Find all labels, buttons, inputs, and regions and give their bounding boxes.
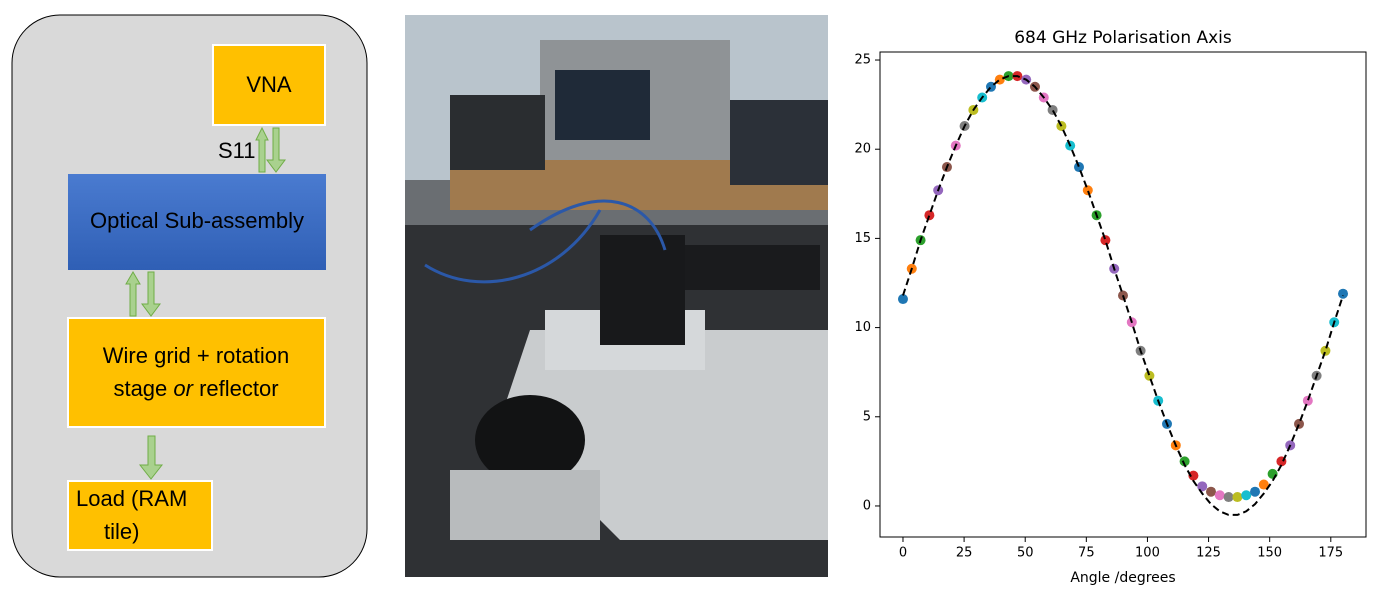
x-tick-label: 75: [1078, 546, 1095, 561]
arrow-up: [255, 126, 269, 173]
chart: 684 GHz Polarisation Axis Angle /degrees…: [854, 28, 1367, 586]
node-label: Wire grid + rotation: [103, 343, 289, 368]
y-tick-label: 5: [863, 409, 871, 424]
base: [450, 470, 600, 540]
point: [1082, 185, 1093, 196]
keyboard: [685, 245, 820, 290]
node-box: [67, 480, 213, 551]
arrow-down: [138, 435, 164, 480]
point: [1223, 492, 1234, 503]
y-tick-label: 0: [863, 498, 871, 513]
y-tick-label: 25: [854, 53, 871, 68]
arrow-up: [125, 271, 141, 317]
point: [924, 210, 935, 221]
node-box: [212, 44, 326, 126]
node-label: Load (RAM: [76, 486, 187, 511]
point: [1338, 288, 1349, 299]
point: [1294, 418, 1305, 429]
point: [1179, 456, 1190, 467]
point: [1267, 468, 1278, 479]
x-tick-label: 125: [1196, 546, 1221, 561]
node-label: tile): [104, 519, 139, 544]
plot-frame: [879, 51, 1367, 538]
y-tick-label: 10: [854, 320, 871, 335]
label-part: reflector: [193, 376, 279, 401]
photo: [405, 15, 828, 577]
point: [1100, 235, 1111, 246]
x-tick-label: 50: [1017, 546, 1034, 561]
point: [1206, 486, 1217, 497]
point: [1214, 490, 1225, 501]
chart-title: 684 GHz Polarisation Axis: [1014, 28, 1232, 48]
x-tick-label: 0: [899, 546, 907, 561]
arrow-down: [266, 127, 286, 173]
point: [1302, 395, 1313, 406]
x-tick-label: 100: [1135, 546, 1160, 561]
point: [1073, 162, 1084, 173]
node-label: stage or reflector: [113, 376, 278, 401]
x-tick-label: 175: [1318, 546, 1343, 561]
point: [1258, 479, 1269, 490]
arrow-down: [141, 271, 161, 317]
node-box: [68, 174, 326, 270]
x-axis-label: Angle /degrees: [1070, 570, 1175, 586]
node-label: VNA: [246, 72, 292, 97]
horn: [600, 235, 685, 345]
point: [1232, 492, 1243, 503]
label-part: stage: [113, 376, 173, 401]
diagram: VNA Optical Sub-assembly Wire grid + rot…: [11, 14, 368, 578]
point: [1320, 345, 1331, 356]
node-label: Optical Sub-assembly: [90, 208, 304, 233]
x-tick-label: 150: [1257, 546, 1282, 561]
y-tick-label: 20: [854, 142, 871, 157]
point: [1250, 486, 1261, 497]
label-part: or: [173, 376, 194, 401]
fit-line: [902, 75, 1344, 516]
point: [1144, 370, 1155, 381]
point: [1241, 490, 1252, 501]
absorber: [730, 100, 828, 185]
node-box: [67, 317, 326, 428]
cables: [424, 199, 667, 284]
instrument-screen: [555, 70, 650, 140]
x-tick-label: 25: [956, 546, 973, 561]
point: [897, 294, 908, 305]
rotation-stage: [475, 395, 585, 485]
arrows: [125, 126, 286, 480]
case: [450, 95, 545, 170]
point: [1188, 470, 1199, 481]
y-tick-label: 15: [854, 231, 871, 246]
edge-label: S11: [218, 138, 256, 163]
